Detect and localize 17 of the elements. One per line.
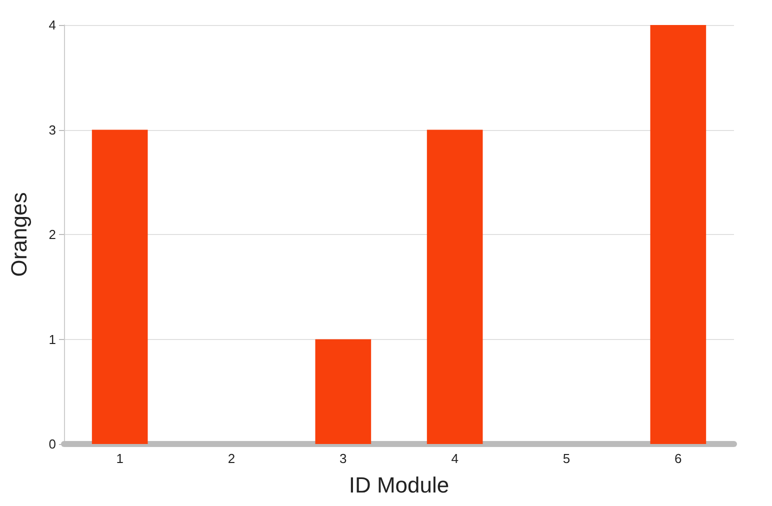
x-tick-label: 6 [674, 451, 682, 466]
y-tick-label: 0 [48, 436, 56, 452]
bar [92, 130, 148, 444]
x-tick-label: 3 [340, 451, 347, 466]
x-axis-title: ID Module [348, 472, 450, 498]
bar [315, 339, 372, 444]
y-tick-label: 3 [48, 122, 56, 138]
x-tick-label: 5 [562, 451, 570, 466]
y-axis-title: Oranges [6, 192, 32, 277]
x-tick-label: 4 [451, 451, 458, 466]
x-tick-label: 2 [228, 451, 236, 466]
y-tick-label: 1 [48, 332, 56, 347]
bar [426, 130, 483, 444]
x-tick-label: 1 [116, 451, 124, 466]
bar [650, 25, 706, 444]
y-tick-label: 2 [48, 227, 56, 242]
y-tick-label: 4 [48, 18, 56, 32]
